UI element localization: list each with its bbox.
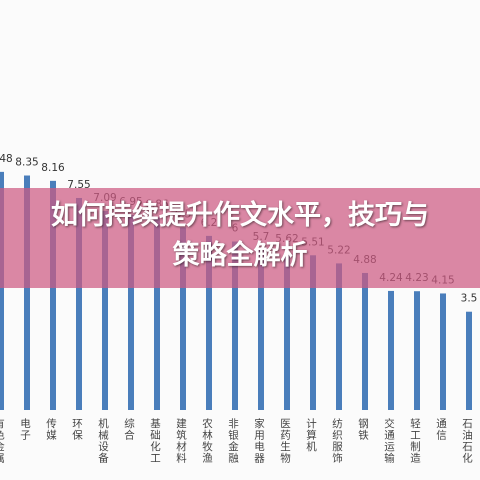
- bar: [76, 197, 82, 410]
- x-tick-label: 计算机: [305, 417, 317, 452]
- x-tick-label: 机械设备: [97, 417, 109, 464]
- title-banner: [0, 188, 480, 288]
- x-tick-label: 轻工制造: [409, 417, 421, 464]
- bar: [336, 263, 342, 410]
- bar: [206, 235, 212, 410]
- x-tick-label: 家用电器: [253, 417, 265, 464]
- x-tick-label: 非银金融: [227, 418, 239, 464]
- x-tick-label: 石油石化: [461, 418, 473, 464]
- x-tick-label: 综合: [123, 417, 135, 441]
- x-tick-label: 传媒: [45, 418, 57, 441]
- x-tick-label: 纺织服饰: [331, 417, 343, 464]
- bar: [24, 175, 30, 410]
- value-label: 3.5: [461, 293, 478, 305]
- x-tick-label: 农林牧渔: [201, 417, 213, 464]
- bar: [466, 311, 472, 410]
- bar: [284, 252, 290, 410]
- bar: [50, 180, 56, 410]
- x-tick-label: 基础化工: [149, 417, 161, 464]
- x-tick-label: 交通运输: [383, 417, 395, 464]
- bar: [0, 171, 4, 410]
- value-label: 7.55: [67, 179, 90, 191]
- bar: [362, 272, 368, 410]
- x-tick-label: 医药生物: [279, 418, 291, 464]
- value-label: 8.48: [0, 153, 13, 165]
- bar: [232, 241, 238, 410]
- x-tick-label: 环保: [71, 418, 83, 441]
- bar: [128, 214, 134, 410]
- x-tick-label: 有色金属: [0, 417, 5, 464]
- bar: [310, 255, 316, 410]
- bar: [414, 291, 420, 410]
- bar: [102, 210, 108, 410]
- chart-title: 如何持续提升作文水平，技巧与策略全解析: [51, 200, 429, 271]
- bar: [154, 217, 160, 410]
- bar: [180, 227, 186, 410]
- x-tick-label: 建筑材料: [175, 417, 187, 464]
- bar: [258, 249, 264, 410]
- bar: [440, 293, 446, 410]
- x-tick-label: 通信: [435, 418, 447, 441]
- x-tick-label: 钢铁: [357, 417, 369, 441]
- bar: [388, 290, 394, 410]
- x-tick-label: 电子: [19, 417, 31, 441]
- value-label: 8.35: [15, 157, 38, 169]
- value-label: 8.16: [41, 162, 65, 174]
